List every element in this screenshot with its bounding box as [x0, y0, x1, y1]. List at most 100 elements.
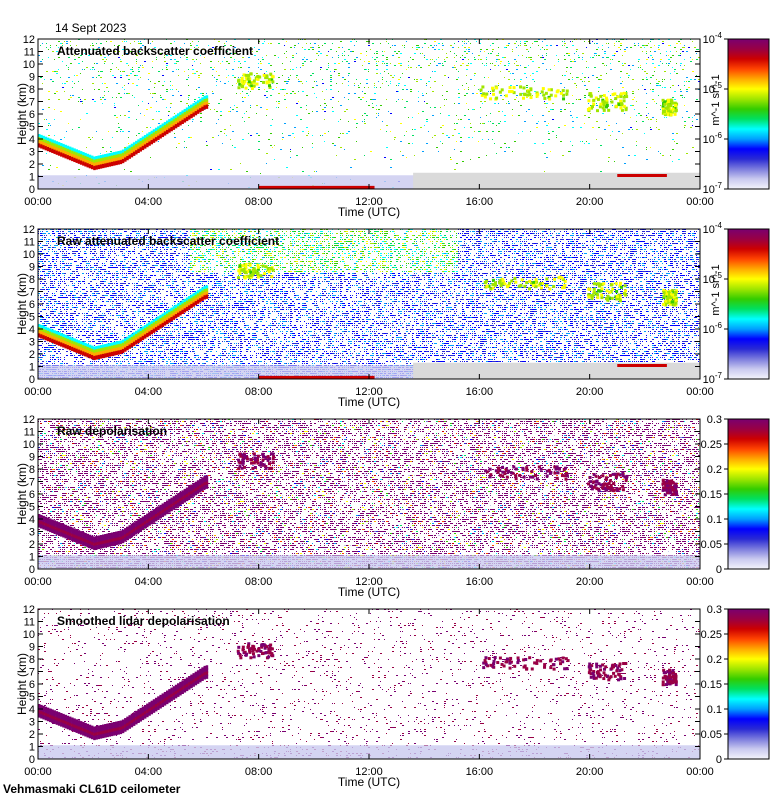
boundary-layer-band: [82, 161, 85, 166]
boundary-layer-band: [119, 530, 123, 535]
boundary-layer-band: [203, 105, 206, 110]
elevated-cloud-cell: [498, 90, 502, 94]
boundary-layer-band: [137, 329, 140, 334]
boundary-layer-band: [157, 126, 160, 131]
elevated-cloud-cell: [240, 466, 244, 470]
elevated-cloud-cell: [671, 481, 675, 485]
elevated-cloud-cell: [592, 282, 596, 286]
elevated-cloud-cell: [492, 662, 496, 666]
y-tick-label: 4: [29, 514, 35, 526]
elevated-cloud-cell: [507, 281, 511, 285]
boundary-layer-band: [132, 142, 136, 147]
boundary-layer-band: [104, 350, 107, 355]
boundary-layer-band: [205, 98, 209, 103]
y-axis-label: Height (km): [15, 653, 29, 715]
boundary-layer-band: [150, 133, 154, 139]
boundary-layer-band: [121, 725, 125, 731]
boundary-layer-band: [172, 692, 176, 697]
boundary-layer-band: [46, 330, 50, 335]
boundary-layer-band: [148, 132, 151, 137]
boundary-layer-band: [108, 343, 112, 348]
elevated-cloud-cell: [237, 86, 241, 90]
elevated-cloud-cell: [563, 466, 567, 470]
boundary-layer-band: [135, 717, 138, 722]
boundary-layer-band: [137, 139, 140, 144]
elevated-cloud-cell: [600, 282, 604, 286]
colorbar-tick-label: 0.2: [707, 654, 722, 666]
boundary-layer-band: [44, 326, 48, 331]
elevated-cloud-cell: [259, 649, 263, 653]
elevated-cloud-cell: [587, 295, 591, 299]
boundary-layer-band: [174, 684, 178, 689]
boundary-layer-band: [106, 539, 109, 544]
elevated-cloud-cell: [616, 472, 620, 476]
boundary-layer-band: [143, 135, 147, 140]
elevated-cloud-cell: [587, 287, 591, 291]
boundary-layer-band: [38, 324, 41, 329]
boundary-layer-band: [42, 325, 45, 331]
boundary-layer-band: [88, 540, 92, 546]
boundary-layer-band: [159, 324, 162, 329]
boundary-layer-band: [40, 518, 43, 523]
boundary-layer-band: [62, 720, 65, 725]
colorbar-tick-label: 10-4: [703, 31, 723, 46]
y-axis-label: Height (km): [15, 463, 29, 525]
boundary-layer-band: [93, 355, 96, 361]
colorbar: 00.050.10.150.20.250.3: [701, 414, 770, 576]
boundary-layer-band: [51, 335, 54, 340]
elevated-cloud-cell: [504, 660, 508, 664]
boundary-layer-band: [71, 530, 74, 535]
boundary-layer-band: [119, 346, 123, 351]
elevated-cloud-cell: [666, 98, 670, 102]
boundary-layer-band: [121, 152, 125, 157]
boundary-layer-band: [49, 337, 52, 343]
boundary-layer-band: [117, 350, 120, 355]
boundary-layer-band: [75, 345, 78, 350]
boundary-layer-band: [75, 339, 78, 344]
boundary-layer-band: [95, 542, 98, 547]
y-tick-label: 12: [23, 34, 35, 46]
boundary-layer-band: [62, 340, 65, 345]
boundary-layer-band: [97, 728, 101, 733]
x-axis-label: Time (UTC): [338, 205, 400, 219]
surface-layer: [258, 185, 375, 189]
y-tick-label: 10: [23, 629, 35, 641]
boundary-layer-band: [60, 719, 63, 724]
elevated-cloud-cell: [251, 268, 255, 272]
elevated-cloud-cell: [504, 94, 508, 98]
boundary-layer-band: [55, 717, 59, 722]
elevated-cloud-cell: [250, 646, 254, 650]
boundary-layer-band: [64, 344, 67, 349]
elevated-cloud-cell: [256, 454, 260, 458]
boundary-layer-band: [150, 706, 154, 712]
boundary-layer-band: [113, 535, 116, 540]
boundary-layer-band: [57, 335, 61, 340]
elevated-cloud-cell: [509, 656, 513, 660]
boundary-layer-band: [168, 695, 171, 700]
boundary-layer-band: [79, 730, 83, 735]
boundary-layer-band: [60, 523, 63, 528]
boundary-layer-band: [126, 536, 129, 541]
panel-1: Attenuated backscatter coefficient012345…: [15, 31, 770, 219]
boundary-layer-band: [68, 526, 72, 531]
boundary-layer-band: [71, 156, 74, 162]
elevated-cloud-cell: [604, 105, 608, 109]
boundary-layer-band: [104, 163, 107, 168]
boundary-layer-band: [196, 103, 200, 108]
elevated-cloud-cell: [599, 668, 603, 672]
elevated-cloud-cell: [666, 297, 670, 301]
boundary-layer-band: [168, 122, 171, 127]
boundary-layer-band: [97, 354, 101, 360]
elevated-cloud-cell: [485, 279, 489, 283]
elevated-cloud-cell: [552, 667, 556, 671]
elevated-cloud-cell: [592, 485, 596, 489]
boundary-layer-band: [53, 710, 56, 715]
boundary-layer-band: [177, 306, 180, 311]
boundary-layer-band: [86, 730, 90, 735]
boundary-layer-band: [174, 500, 178, 506]
boundary-layer-band: [161, 512, 165, 518]
elevated-cloud-cell: [663, 674, 667, 678]
boundary-layer-band: [154, 704, 158, 709]
boundary-layer-band: [199, 678, 202, 683]
boundary-layer-band: [38, 520, 41, 525]
